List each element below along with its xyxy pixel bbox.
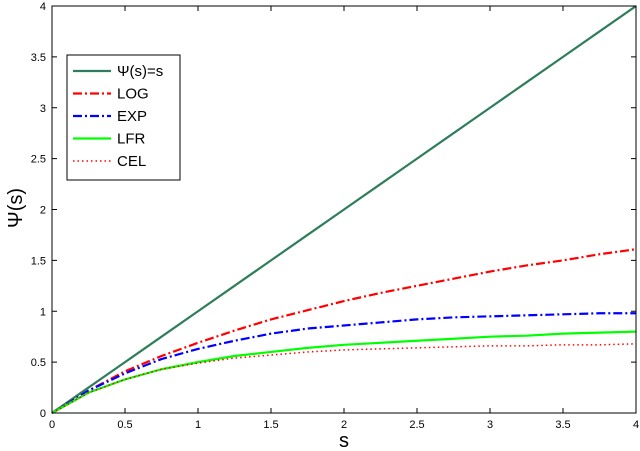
x-tick-label: 1.5 bbox=[263, 419, 278, 431]
y-tick-label: 3.5 bbox=[31, 52, 46, 64]
legend: Ψ(s)=s LOG EXP LFR CEL bbox=[66, 54, 181, 181]
axes: 0 0.5 1 1.5 2 2.5 3 3.5 4 0 0.5 1 1.5 2 2.5 3 3.5 4 bbox=[31, 1, 639, 431]
y-axis-title: Ψ(s) bbox=[5, 188, 27, 228]
series-line-2 bbox=[51, 312, 636, 414]
y-tick-label: 1.5 bbox=[31, 255, 46, 267]
series-line-1 bbox=[51, 248, 637, 414]
y-tick-label: 1 bbox=[40, 306, 46, 318]
x-tick-label: 0 bbox=[49, 419, 55, 431]
plot-area bbox=[51, 5, 637, 414]
x-tick-label: 1 bbox=[195, 419, 201, 431]
legend-entry-3: LFR bbox=[117, 131, 146, 148]
legend-entry-2: EXP bbox=[117, 108, 147, 125]
series-line-4 bbox=[51, 343, 637, 414]
x-tick-label: 3 bbox=[487, 419, 493, 431]
x-axis-title: s bbox=[339, 430, 349, 451]
x-tick-label: 2 bbox=[341, 419, 347, 431]
y-tick-label: 0 bbox=[40, 408, 46, 420]
x-tick-label: 3.5 bbox=[555, 419, 570, 431]
y-tick-label: 4 bbox=[40, 1, 46, 13]
y-tick-label: 0.5 bbox=[31, 357, 46, 369]
x-tick-label: 4 bbox=[633, 419, 639, 431]
y-tick-label: 2 bbox=[40, 205, 46, 217]
series-line-0 bbox=[51, 5, 637, 414]
legend-entry-0: Ψ(s)=s bbox=[117, 63, 163, 80]
x-tick-label: 2.5 bbox=[409, 419, 424, 431]
legend-entry-1: LOG bbox=[117, 86, 149, 103]
legend-box bbox=[66, 54, 181, 181]
y-tick-label: 3 bbox=[40, 103, 46, 115]
series-line-3 bbox=[51, 330, 637, 414]
x-tick-label: 0.5 bbox=[117, 419, 132, 431]
y-tick-label: 2.5 bbox=[31, 154, 46, 166]
legend-entry-4: CEL bbox=[117, 153, 146, 170]
